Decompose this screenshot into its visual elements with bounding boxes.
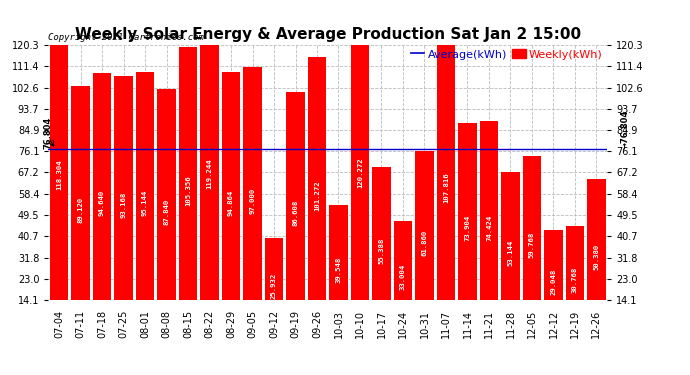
Text: 61.860: 61.860: [422, 230, 428, 256]
Bar: [502, 172, 520, 300]
Text: 118.304: 118.304: [56, 160, 62, 190]
Text: 97.000: 97.000: [250, 188, 255, 214]
Bar: [136, 72, 154, 300]
Text: 89.120: 89.120: [77, 197, 83, 223]
Bar: [587, 179, 606, 300]
Bar: [244, 67, 262, 300]
Text: 74.424: 74.424: [486, 214, 492, 241]
Text: 25.932: 25.932: [271, 273, 277, 299]
Bar: [329, 205, 348, 300]
Text: 76.804: 76.804: [43, 117, 53, 150]
Text: 50.380: 50.380: [593, 243, 600, 270]
Text: 101.272: 101.272: [314, 180, 320, 211]
Bar: [480, 121, 498, 300]
Text: 107.816: 107.816: [443, 172, 449, 203]
Text: 59.768: 59.768: [529, 232, 535, 258]
Text: 53.144: 53.144: [507, 240, 513, 266]
Bar: [286, 92, 305, 300]
Text: 120.272: 120.272: [357, 157, 363, 188]
Text: 39.548: 39.548: [335, 256, 342, 283]
Text: 30.768: 30.768: [572, 267, 578, 293]
Bar: [566, 226, 584, 300]
Text: 29.048: 29.048: [551, 269, 556, 295]
Bar: [308, 57, 326, 300]
Text: 94.864: 94.864: [228, 190, 234, 216]
Text: 119.244: 119.244: [206, 159, 213, 189]
Text: →76.804: →76.804: [620, 110, 629, 150]
Text: 73.904: 73.904: [464, 215, 471, 242]
Bar: [179, 47, 197, 300]
Bar: [544, 230, 562, 300]
Text: 95.144: 95.144: [142, 190, 148, 216]
Bar: [394, 221, 412, 300]
Bar: [458, 123, 477, 300]
Bar: [200, 13, 219, 300]
Text: 86.608: 86.608: [293, 200, 299, 226]
Bar: [157, 89, 176, 300]
Bar: [93, 73, 111, 300]
Bar: [437, 41, 455, 300]
Text: 55.388: 55.388: [379, 237, 384, 264]
Bar: [373, 167, 391, 300]
Text: 93.168: 93.168: [121, 192, 126, 218]
Bar: [115, 76, 132, 300]
Text: 105.356: 105.356: [185, 175, 191, 206]
Bar: [523, 156, 541, 300]
Text: 87.840: 87.840: [164, 198, 170, 225]
Title: Weekly Solar Energy & Average Production Sat Jan 2 15:00: Weekly Solar Energy & Average Production…: [75, 27, 581, 42]
Text: 94.640: 94.640: [99, 190, 105, 216]
Text: 33.004: 33.004: [400, 264, 406, 290]
Bar: [50, 16, 68, 300]
Bar: [351, 11, 369, 300]
Bar: [71, 86, 90, 300]
Bar: [222, 72, 240, 300]
Legend: Average(kWh), Weekly(kWh): Average(kWh), Weekly(kWh): [406, 45, 607, 64]
Bar: [265, 238, 283, 300]
Text: Copyright 2021 Cartronics.com: Copyright 2021 Cartronics.com: [48, 33, 204, 42]
Bar: [415, 152, 433, 300]
